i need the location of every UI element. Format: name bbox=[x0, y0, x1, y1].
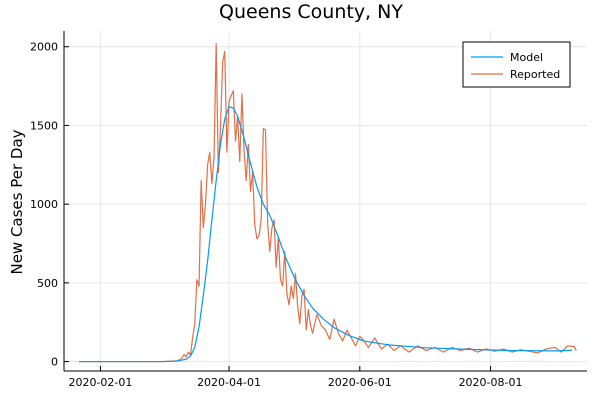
plot-area bbox=[64, 31, 587, 371]
legend: Model Reported bbox=[462, 41, 571, 88]
series-line-model bbox=[79, 105, 573, 363]
legend-box bbox=[462, 41, 571, 88]
y-tick-label: 1000 bbox=[30, 198, 58, 211]
y-tick-label: 2000 bbox=[30, 41, 58, 54]
y-tick-label: 1500 bbox=[30, 119, 58, 132]
x-tick-label: 2020-06-01 bbox=[328, 376, 392, 389]
chart-title: Queens County, NY bbox=[219, 1, 403, 23]
x-tick-label: 2020-04-01 bbox=[197, 376, 261, 389]
axes-layer: 2020-02-01 2020-04-01 2020-06-01 2020-08-01… bbox=[30, 31, 587, 389]
grid-layer bbox=[64, 31, 587, 371]
y-axis-label: New Cases Per Day bbox=[8, 129, 26, 274]
legend-label-reported: Reported bbox=[510, 68, 560, 81]
series-line-reported bbox=[79, 42, 577, 363]
x-tick-label: 2020-02-01 bbox=[68, 376, 132, 389]
legend-label-model: Model bbox=[510, 51, 543, 64]
y-tick-label: 500 bbox=[37, 277, 58, 290]
x-tick-label: 2020-08-01 bbox=[459, 376, 523, 389]
y-tick-label: 0 bbox=[51, 356, 58, 369]
series-layer bbox=[79, 42, 577, 363]
